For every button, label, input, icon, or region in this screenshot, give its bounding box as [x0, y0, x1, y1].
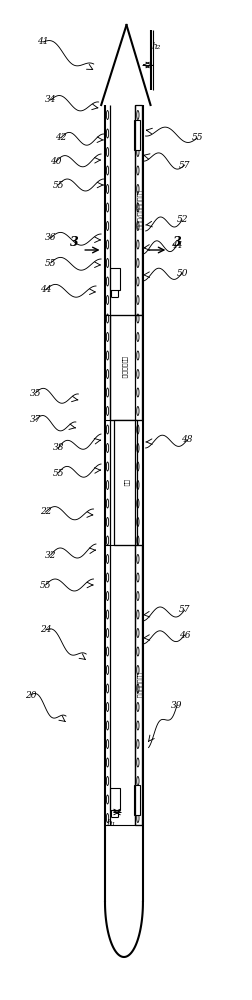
- Text: 38: 38: [52, 444, 64, 452]
- Bar: [110, 788, 119, 810]
- Text: 尾部货物保持架/船装架: 尾部货物保持架/船装架: [135, 190, 141, 230]
- Bar: [110, 315, 141, 420]
- Text: 34: 34: [45, 96, 56, 104]
- Text: 36: 36: [45, 233, 56, 242]
- Text: 44: 44: [171, 240, 182, 249]
- Text: 46: 46: [178, 631, 190, 640]
- Text: 55: 55: [45, 258, 56, 267]
- Bar: [135, 545, 141, 825]
- Text: 48: 48: [181, 436, 192, 444]
- Text: 39: 39: [171, 700, 182, 710]
- Bar: [134, 785, 140, 815]
- Text: 前部货物保持架: 前部货物保持架: [135, 672, 141, 698]
- Text: 50: 50: [176, 268, 187, 277]
- Text: 42: 42: [55, 133, 66, 142]
- Bar: [110, 268, 119, 290]
- Text: 主起落架轮舱: 主起落架轮舱: [121, 356, 126, 379]
- Text: 22: 22: [40, 508, 51, 516]
- Text: 55: 55: [52, 468, 64, 478]
- Bar: [113, 420, 136, 545]
- Text: 24: 24: [40, 626, 51, 635]
- Text: 44: 44: [40, 286, 51, 294]
- Text: 52: 52: [176, 216, 187, 225]
- Text: 35: 35: [29, 388, 41, 397]
- Bar: [134, 120, 140, 150]
- Text: 3: 3: [172, 235, 181, 248]
- Text: 20: 20: [24, 690, 36, 700]
- Text: 57: 57: [178, 160, 190, 169]
- Text: 37: 37: [29, 416, 41, 424]
- Text: 55: 55: [191, 133, 202, 142]
- Text: 41: 41: [37, 37, 49, 46]
- Text: 翅盒: 翅盒: [122, 479, 128, 486]
- Text: 57: 57: [178, 605, 190, 614]
- Text: 40: 40: [50, 157, 61, 166]
- Text: h₂: h₂: [151, 42, 161, 51]
- Text: h₁: h₁: [106, 820, 115, 828]
- Text: 55: 55: [40, 580, 51, 589]
- Text: 3: 3: [70, 235, 79, 248]
- Text: 55: 55: [52, 180, 64, 190]
- Bar: [135, 105, 141, 315]
- Text: 32: 32: [45, 550, 56, 560]
